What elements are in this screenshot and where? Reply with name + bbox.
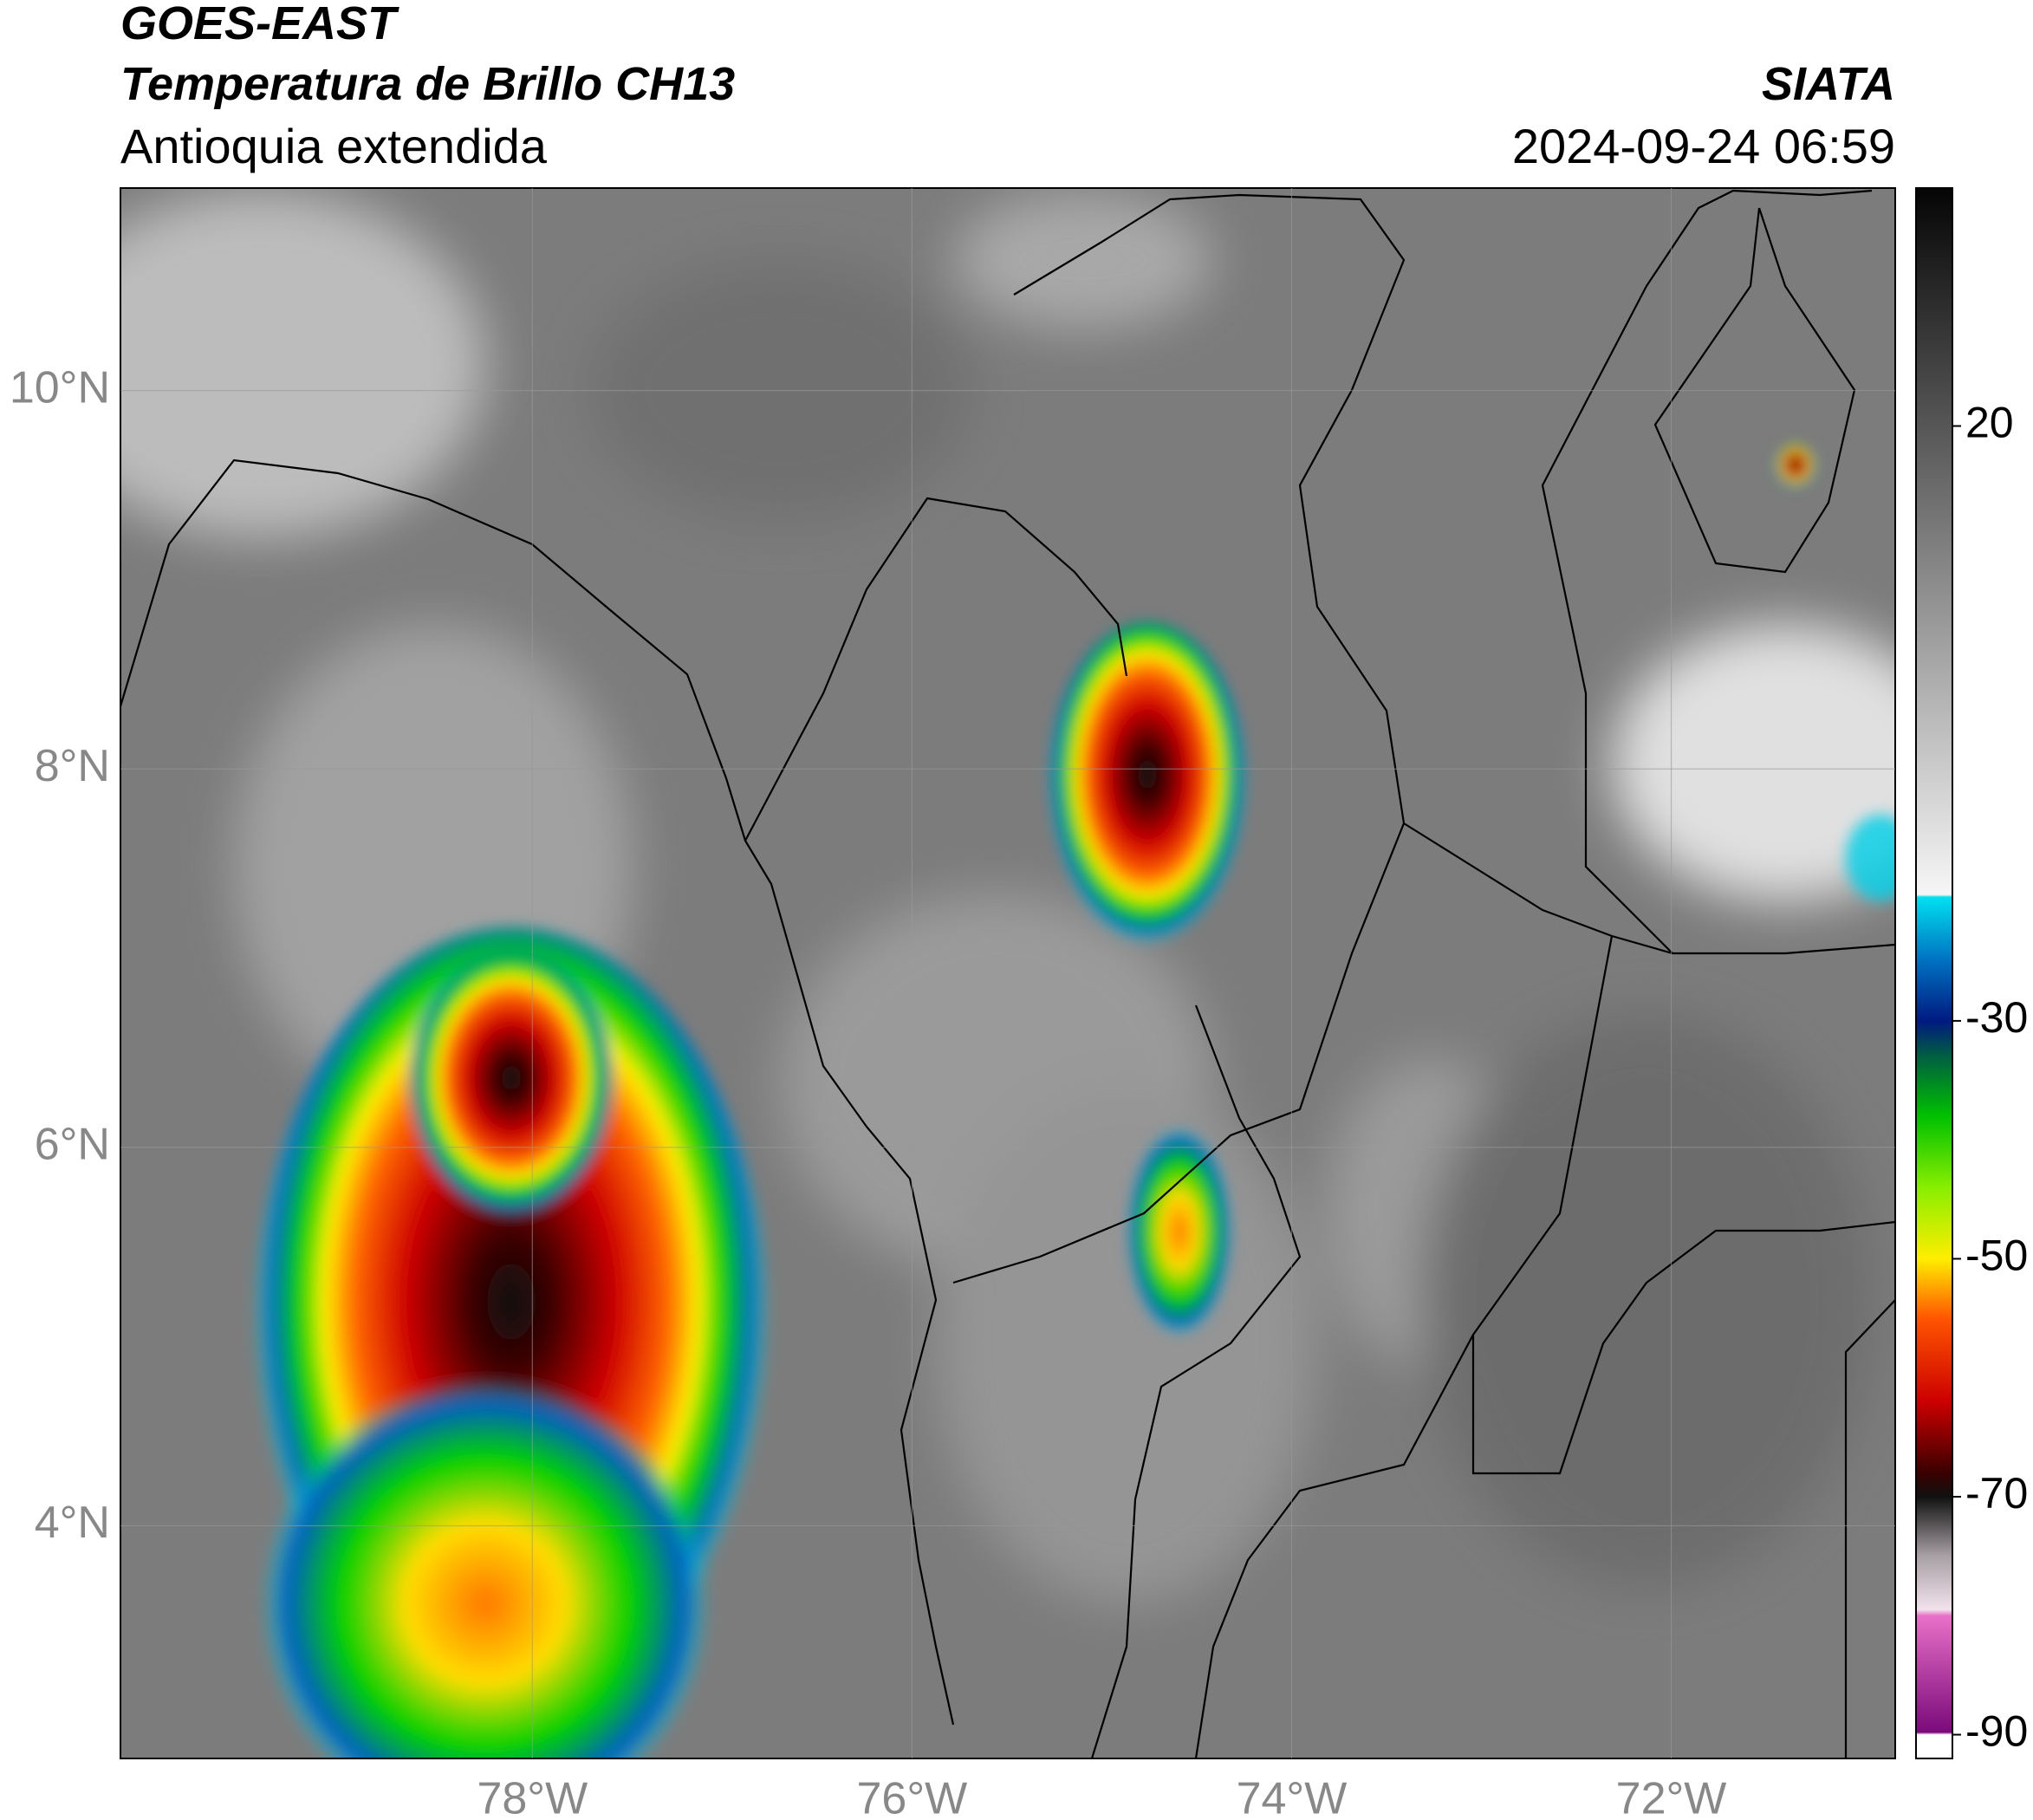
x-tick-label: 76°W — [857, 1774, 968, 1820]
map-frame — [120, 187, 1896, 1759]
y-tick-label: 10°N — [10, 362, 110, 413]
colorbar — [1915, 187, 1953, 1759]
region: Antioquia extendida — [120, 119, 548, 173]
y-tick-label: 4°N — [35, 1498, 110, 1548]
title: GOES-EAST — [120, 0, 399, 49]
x-tick-label: 72°W — [1616, 1774, 1727, 1820]
colorbar-tick-label: -70 — [1965, 1469, 2028, 1518]
x-tick-label: 74°W — [1237, 1774, 1348, 1820]
colorbar-tick-label: -90 — [1965, 1707, 2028, 1756]
source: SIATA — [1762, 58, 1895, 110]
x-tick-label: 78°W — [477, 1774, 588, 1820]
y-tick-label: 8°N — [35, 741, 110, 791]
colorbar-tick-label: -50 — [1965, 1232, 2028, 1280]
colorbar-tick-label: 20 — [1965, 399, 2014, 447]
y-tick-label: 6°N — [35, 1120, 110, 1170]
grid — [120, 188, 1895, 1758]
satellite-image — [120, 188, 1895, 1758]
colorbar-tick-label: -30 — [1965, 993, 2028, 1042]
subtitle: Temperatura de Brillo CH13 — [120, 58, 735, 110]
datetime: 2024-09-24 06:59 — [1512, 119, 1895, 173]
